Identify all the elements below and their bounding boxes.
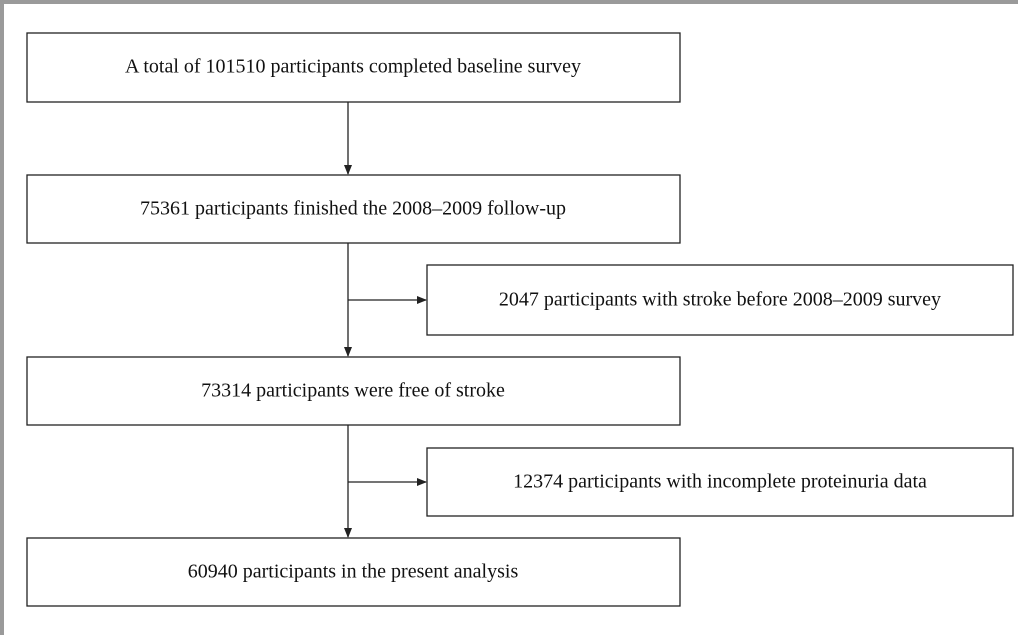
box xyxy=(426,447,1014,517)
box-label: 75361 participants finished the 2008–200… xyxy=(140,198,566,220)
box xyxy=(26,537,681,607)
box-label: A total of 101510 participants completed… xyxy=(125,56,581,78)
box-label: 2047 participants with stroke before 200… xyxy=(499,289,941,311)
box xyxy=(426,264,1014,336)
box-label: 73314 participants were free of stroke xyxy=(201,380,505,402)
box xyxy=(26,174,681,244)
box xyxy=(26,356,681,426)
box-label: 60940 participants in the present analys… xyxy=(188,561,519,583)
box-label: 12374 participants with incomplete prote… xyxy=(513,471,927,493)
box xyxy=(26,32,681,103)
